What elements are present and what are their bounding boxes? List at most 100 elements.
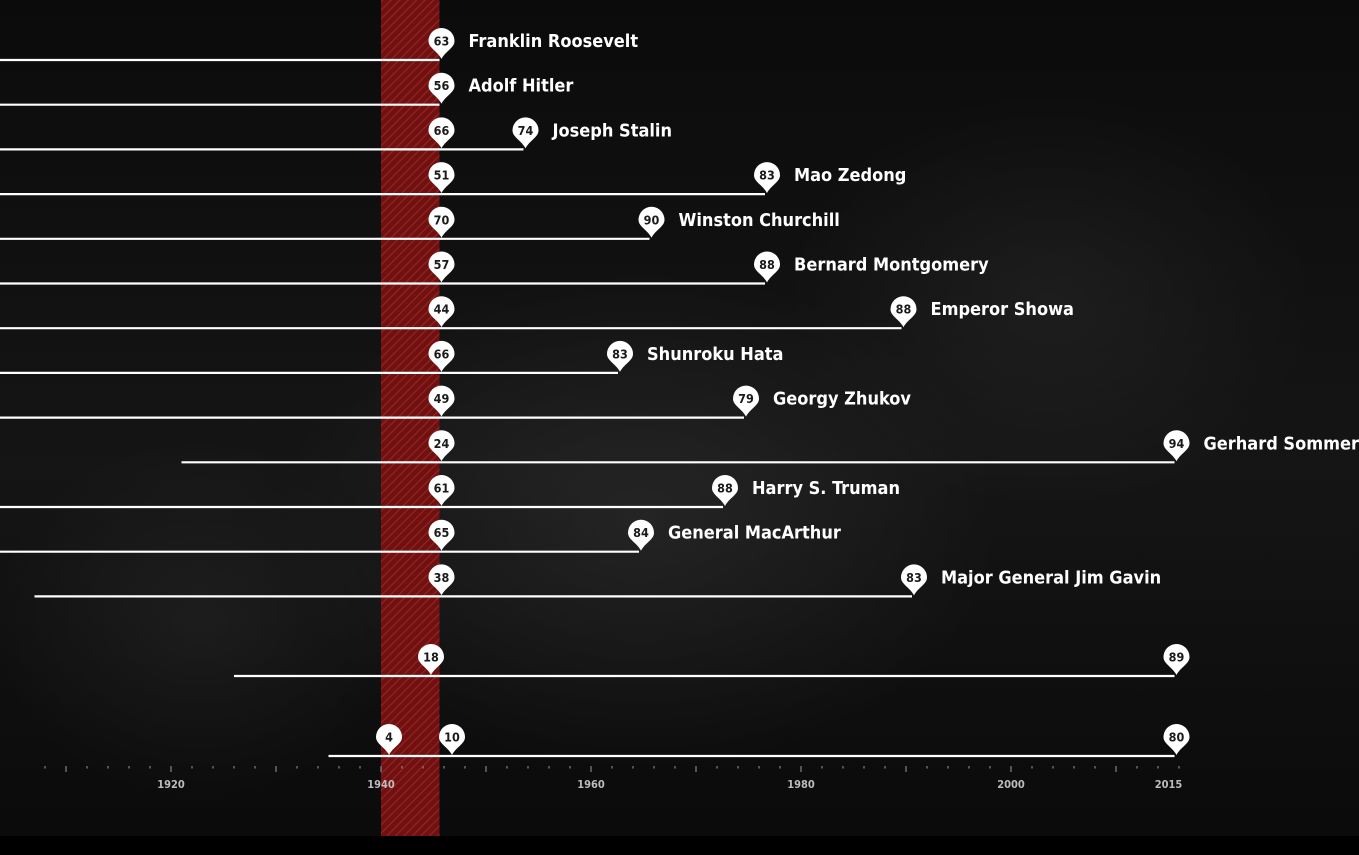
age-marker: 90: [638, 206, 665, 238]
age-marker-shape: [512, 117, 539, 149]
age-marker-shape: [439, 724, 465, 755]
axis-tick-label: 1960: [577, 778, 605, 791]
age-label: 80: [1169, 730, 1185, 745]
age-label: 56: [434, 78, 450, 93]
axis-tick-label: 1940: [367, 778, 395, 791]
age-marker: 63: [428, 28, 455, 59]
age-marker: 88: [890, 296, 917, 328]
age-marker: 83: [607, 340, 633, 372]
axis-tick-label: 2015: [1155, 778, 1183, 791]
person-name: Mao Zedong: [794, 165, 906, 186]
person-name: Emperor Showa: [931, 299, 1074, 320]
age-label: 90: [644, 212, 660, 227]
age-marker-shape: [428, 296, 455, 328]
age-marker-shape: [1163, 430, 1190, 462]
age-label: 88: [896, 302, 912, 317]
age-label: 38: [434, 570, 450, 585]
age-marker-shape: [428, 519, 455, 551]
age-marker-shape: [1163, 724, 1190, 755]
age-marker-shape: [754, 251, 780, 283]
age-marker-shape: [901, 564, 927, 596]
age-label: 63: [434, 34, 450, 49]
age-marker-shape: [428, 28, 455, 59]
age-marker: 89: [1163, 644, 1190, 675]
age-label: 89: [1169, 650, 1185, 665]
person-name: Shunroku Hata: [647, 344, 783, 365]
age-marker: 24: [428, 430, 455, 462]
person-name: Gerhard Sommer: [1204, 433, 1359, 454]
age-marker: 49: [428, 385, 455, 417]
age-marker-shape: [376, 724, 402, 755]
age-marker: 66: [428, 340, 455, 372]
age-marker: 88: [712, 475, 738, 506]
age-marker: 10: [439, 724, 465, 755]
age-marker-shape: [754, 162, 780, 194]
age-marker: 94: [1163, 430, 1190, 462]
age-marker: 88: [754, 251, 780, 283]
age-marker-shape: [638, 206, 665, 238]
age-label: 83: [612, 346, 628, 361]
age-marker: 56: [428, 72, 455, 104]
age-label: 74: [518, 123, 534, 138]
age-marker-shape: [1163, 644, 1190, 675]
age-marker: 65: [428, 519, 455, 551]
age-label: 66: [434, 123, 450, 138]
age-marker: 80: [1163, 724, 1190, 755]
age-label: 83: [759, 168, 775, 183]
age-marker: 57: [428, 251, 455, 283]
person-name: General MacArthur: [668, 523, 841, 544]
age-label: 70: [434, 212, 450, 227]
person-name: Major General Jim Gavin: [941, 567, 1161, 588]
age-label: 66: [434, 346, 450, 361]
age-marker: 66: [428, 117, 455, 149]
age-label: 61: [434, 481, 450, 496]
age-marker: 79: [733, 385, 759, 417]
bottom-band: [0, 836, 1359, 855]
age-marker-shape: [712, 475, 738, 506]
age-label: 49: [434, 391, 450, 406]
age-marker: 83: [901, 564, 927, 596]
age-marker-shape: [607, 340, 633, 372]
age-marker-shape: [428, 206, 455, 238]
age-marker: 44: [428, 296, 455, 328]
age-marker-shape: [428, 430, 455, 462]
age-marker-shape: [428, 72, 455, 104]
age-marker-shape: [428, 564, 455, 596]
age-marker-shape: [428, 162, 455, 194]
age-label: 94: [1169, 436, 1185, 451]
age-marker-shape: [890, 296, 917, 328]
age-marker-shape: [418, 644, 444, 675]
age-marker: 83: [754, 162, 780, 194]
person-name: Franklin Roosevelt: [469, 31, 639, 52]
age-label: 88: [759, 257, 775, 272]
age-marker: 4: [376, 724, 402, 755]
age-marker: 38: [428, 564, 455, 596]
age-label: 84: [633, 525, 649, 540]
age-marker-shape: [628, 519, 654, 551]
age-marker-shape: [428, 340, 455, 372]
axis-tick-label: 2000: [997, 778, 1025, 791]
axis-tick-label: 1980: [787, 778, 815, 791]
age-marker-shape: [428, 385, 455, 417]
age-label: 65: [434, 525, 450, 540]
age-label: 51: [434, 168, 450, 183]
axis-tick-label: 1920: [157, 778, 185, 791]
person-name: Joseph Stalin: [552, 120, 673, 141]
person-name: Harry S. Truman: [752, 478, 900, 499]
age-marker-shape: [428, 117, 455, 149]
age-label: 44: [434, 302, 450, 317]
age-label: 88: [717, 481, 733, 496]
age-label: 79: [738, 391, 754, 406]
person-name: Georgy Zhukov: [773, 389, 911, 410]
age-label: 24: [434, 436, 450, 451]
person-name: Bernard Montgomery: [794, 255, 989, 276]
age-marker: 18: [418, 644, 444, 675]
age-label: 18: [423, 650, 439, 665]
age-marker: 84: [628, 519, 654, 551]
age-label: 83: [906, 570, 922, 585]
age-marker: 51: [428, 162, 455, 194]
age-marker-shape: [428, 251, 455, 283]
age-marker: 74: [512, 117, 539, 149]
